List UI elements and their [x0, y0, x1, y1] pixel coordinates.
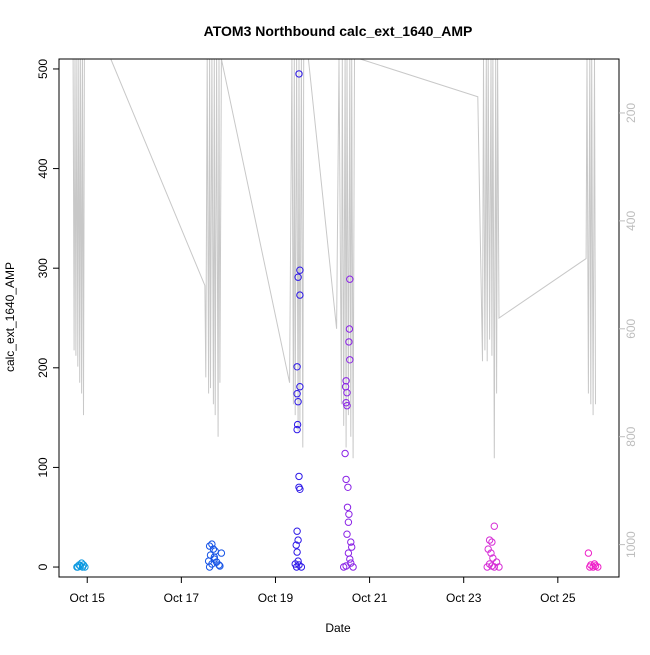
data-point	[489, 554, 497, 562]
data-point	[293, 390, 301, 398]
data-point	[341, 449, 349, 458]
data-point	[291, 560, 299, 568]
data-point	[347, 538, 355, 546]
data-point	[294, 536, 302, 544]
x-tick-label: Oct 17	[164, 591, 200, 605]
data-point	[346, 275, 354, 283]
data-point	[217, 549, 226, 557]
plot-frame	[58, 58, 620, 578]
data-point	[215, 561, 223, 569]
data-point	[293, 363, 301, 371]
y2-tick-label: 1000	[624, 531, 638, 558]
data-point	[292, 541, 300, 549]
y-tick-label: 400	[36, 158, 50, 178]
data-point	[344, 483, 352, 491]
data-point	[340, 563, 348, 571]
data-point	[204, 557, 213, 565]
data-point	[81, 563, 89, 571]
data-point	[343, 530, 351, 538]
data-point	[296, 291, 304, 299]
y-axis-label: calc_ext_1640_AMP	[3, 262, 17, 372]
data-point	[348, 543, 356, 551]
data-point	[485, 536, 494, 544]
data-point	[296, 383, 304, 391]
data-point	[344, 518, 353, 526]
data-point	[293, 425, 301, 434]
data-point	[344, 549, 353, 557]
plot-area: 0 100 200 300 400 500 200 400 600 800 1000 Oct 15 Oc…	[36, 58, 638, 605]
data-point	[483, 563, 491, 571]
data-point	[342, 399, 350, 407]
data-point	[584, 549, 593, 557]
data-point	[293, 548, 301, 556]
x-tick-label: Oct 21	[352, 591, 388, 605]
x-tick-label: Oct 15	[70, 591, 106, 605]
data-point	[295, 561, 303, 569]
data-point	[346, 356, 354, 364]
data-point	[345, 325, 354, 333]
data-point	[296, 485, 304, 493]
data-point	[293, 527, 301, 535]
x-tick-label: Oct 19	[258, 591, 294, 605]
data-point	[342, 475, 350, 484]
data-point	[343, 389, 351, 397]
data-point	[73, 563, 81, 571]
data-point	[345, 510, 353, 518]
data-point	[209, 545, 218, 553]
data-point	[294, 398, 302, 406]
depth-line	[72, 59, 596, 459]
data-point	[490, 563, 498, 571]
data-point	[349, 563, 357, 571]
data-point	[297, 563, 306, 571]
data-point	[488, 538, 496, 546]
data-point	[343, 503, 352, 511]
y-tick-label: 0	[36, 563, 50, 570]
data-point	[296, 266, 304, 274]
data-point	[293, 420, 302, 429]
data-point	[343, 402, 351, 410]
data-point	[495, 563, 503, 571]
data-point	[216, 562, 224, 570]
data-point	[295, 70, 303, 78]
y2-tick-label: 200	[624, 103, 638, 123]
x-axis-label: Date	[325, 621, 351, 635]
x-tick-label: Oct 25	[540, 591, 576, 605]
data-point	[206, 551, 215, 559]
data-point	[590, 560, 599, 568]
data-point	[346, 555, 354, 563]
data-point	[490, 522, 498, 530]
y2-tick-label: 400	[624, 211, 638, 231]
x-tick-label: Oct 23	[446, 591, 482, 605]
y-tick-label: 200	[36, 357, 50, 377]
y-tick-label: 100	[36, 457, 50, 477]
y-tick-label: 500	[36, 59, 50, 79]
data-point	[79, 561, 88, 569]
y2-tick-label: 600	[624, 318, 638, 338]
y-tick-label: 300	[36, 258, 50, 278]
data-point	[487, 549, 495, 557]
data-point	[345, 338, 353, 346]
data-point	[208, 540, 216, 548]
y2-tick-label: 800	[624, 426, 638, 446]
data-point	[295, 472, 303, 481]
chart-title: ATOM3 Northbound calc_ext_1640_AMP	[204, 23, 473, 39]
data-point	[294, 273, 302, 281]
